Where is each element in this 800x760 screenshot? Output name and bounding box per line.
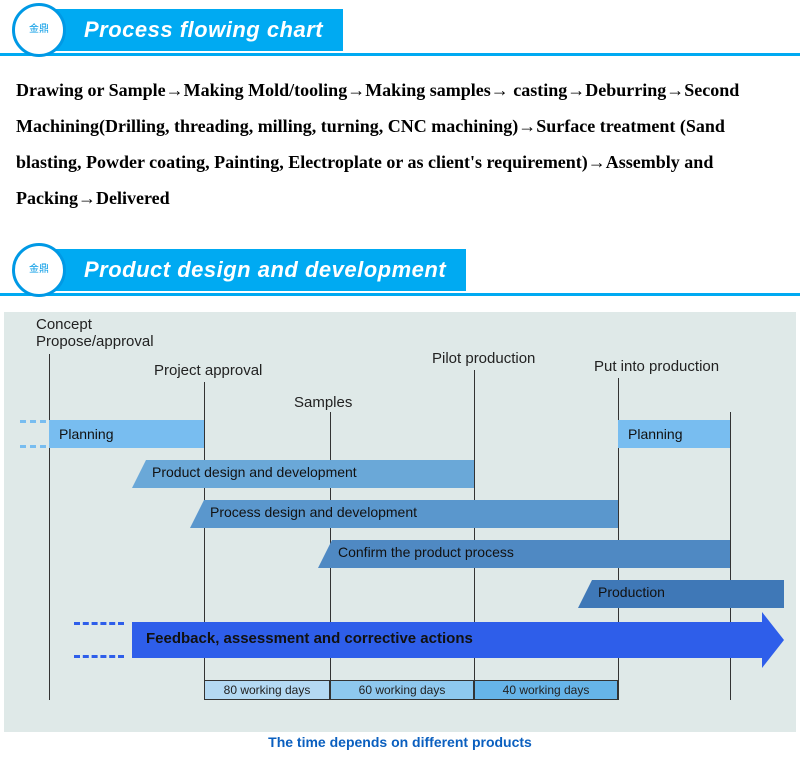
feedback-arrow-label: Feedback, assessment and corrective acti… <box>146 630 473 647</box>
gantt-diagram: ConceptPropose/approvalProject approval S… <box>4 312 796 732</box>
phase-bar-label: Product design and development <box>152 464 357 480</box>
logo-icon: 金鼎 <box>12 3 66 57</box>
phase-bar-label: Production <box>598 584 665 600</box>
diagram-footer-note: The time depends on different products <box>0 734 800 750</box>
phase-bar-label: Confirm the product process <box>338 544 514 560</box>
milestone-line <box>49 354 50 700</box>
milestone-label: Project approval <box>154 362 262 379</box>
milestone-label: Put into production <box>594 358 719 375</box>
phase-bar-planning1: Planning <box>49 420 204 448</box>
scale-segment: 40 working days <box>474 680 618 700</box>
phase-bar-label: Process design and development <box>210 504 417 520</box>
logo-icon: 金鼎 <box>12 243 66 297</box>
logo-text: 金鼎 <box>29 25 49 35</box>
phase-bar-production: Production <box>578 580 784 608</box>
header2-title: Product design and development <box>48 249 466 291</box>
process-text-body: Drawing or Sample→Making Mold/tooling→Ma… <box>0 72 800 240</box>
milestone-label: Pilot production <box>432 350 535 367</box>
logo-text: 金鼎 <box>29 265 49 275</box>
scale-segment: 60 working days <box>330 680 474 700</box>
phase-bar-process: Process design and development <box>190 500 618 528</box>
header-product-design: 金鼎 Product design and development <box>0 240 800 300</box>
pre-dash <box>20 420 46 448</box>
feedback-arrow: Feedback, assessment and corrective acti… <box>132 622 784 658</box>
header1-title: Process flowing chart <box>48 9 343 51</box>
phase-bar-confirm: Confirm the product process <box>318 540 730 568</box>
milestone-label: ConceptPropose/approval <box>36 316 154 350</box>
phase-bar-product: Product design and development <box>132 460 474 488</box>
phase-bar-planning2: Planning <box>618 420 730 448</box>
header-process-flowing: 金鼎 Process flowing chart <box>0 0 800 60</box>
scale-segment: 80 working days <box>204 680 330 700</box>
pre-dash <box>74 622 124 658</box>
header1-underline <box>0 53 800 56</box>
header2-underline <box>0 293 800 296</box>
milestone-label: Samples <box>294 394 352 411</box>
